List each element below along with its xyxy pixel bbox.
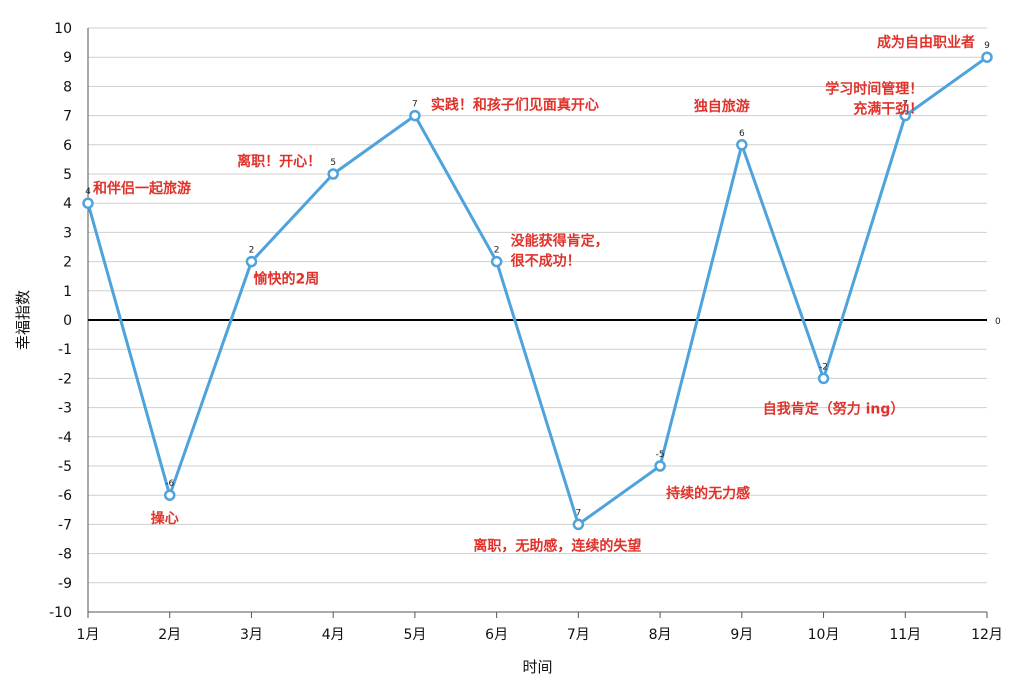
annotation: 离职！开心！ (237, 153, 321, 170)
data-label: 2 (494, 246, 500, 256)
y-tick-label: -1 (58, 342, 72, 358)
annotation-line: 学习时间管理！ (825, 81, 923, 98)
annotation-line: 成为自由职业者 (877, 34, 975, 51)
y-tick-label: 2 (63, 255, 72, 271)
annotation-line: 很不成功！ (511, 253, 581, 270)
y-tick-label: -2 (58, 371, 72, 387)
y-tick-label: 9 (63, 50, 72, 66)
y-tick-label: 10 (54, 21, 72, 37)
data-label: 4 (85, 187, 91, 197)
data-point (327, 168, 339, 180)
annotation-line: 自我肯定（努力 ing） (763, 400, 905, 417)
y-tick-label: -4 (58, 430, 72, 446)
data-label: -2 (819, 362, 828, 372)
data-point (163, 489, 176, 501)
data-label: 6 (739, 129, 745, 139)
annotation-line: 离职！开心！ (237, 153, 321, 170)
x-tick-label: 4月 (322, 627, 345, 643)
data-label: 5 (330, 158, 336, 168)
annotation: 学习时间管理！ 充满干劲！ (825, 81, 923, 118)
annotation: 独自旅游 (694, 98, 750, 115)
x-tick-label: 6月 (485, 627, 508, 643)
y-tick-label: -6 (58, 488, 72, 504)
y-tick-label: 4 (63, 196, 72, 212)
data-points (82, 51, 993, 531)
y-tick-label: -10 (49, 605, 72, 621)
data-point (245, 255, 258, 268)
x-axis-title: 时间 (522, 658, 552, 676)
data-label: -6 (165, 479, 174, 489)
x-tick-label: 5月 (403, 627, 426, 643)
data-label: 7 (902, 100, 908, 110)
data-point (572, 518, 585, 531)
data-point (981, 51, 993, 63)
data-point (490, 255, 503, 268)
data-label: -5 (656, 450, 665, 460)
y-tick-label: -3 (58, 401, 72, 417)
x-tick-label: 12月 (971, 627, 1003, 643)
annotation: 愉快的2周 (253, 271, 319, 288)
annotation-line: 操心 (151, 510, 179, 527)
annotation-line: 独自旅游 (694, 98, 750, 115)
x-tick-label: 2月 (158, 627, 181, 643)
x-tick-label: 9月 (730, 627, 753, 643)
y-tick-label: 8 (63, 79, 72, 95)
data-point (899, 109, 912, 122)
data-label: 7 (412, 100, 418, 110)
x-axis-ticks: 1月 2月 3月 4月 5月 6月 7月 8月 9月 10月 11月 12月 (77, 612, 1003, 643)
data-label: 2 (249, 246, 255, 256)
y-tick-label: -7 (58, 517, 72, 533)
y-tick-label: -5 (58, 459, 72, 475)
y-tick-label: 6 (63, 138, 72, 154)
x-tick-label: 1月 (77, 627, 100, 643)
annotation: 自我肯定（努力 ing） (763, 400, 905, 417)
annotation: 和伴侣一起旅游 (93, 180, 191, 197)
zero-line-label: 0 (995, 317, 1001, 327)
x-tick-label: 10月 (808, 627, 840, 643)
data-label: 9 (984, 41, 990, 51)
y-tick-label: 7 (63, 109, 72, 125)
y-axis-title: 幸福指数 (14, 290, 32, 350)
x-tick-label: 3月 (240, 627, 263, 643)
x-tick-label: 11月 (889, 627, 921, 643)
x-tick-label: 7月 (567, 627, 590, 643)
annotation: 离职，无助感，连续的失望 (473, 537, 641, 554)
data-point (817, 372, 830, 385)
data-label: 7 (575, 508, 581, 518)
y-tick-label: 1 (63, 284, 72, 300)
annotation-line: 持续的无力感 (666, 485, 750, 502)
annotation-line: 和伴侣一起旅游 (93, 180, 191, 197)
annotation: 持续的无力感 (666, 485, 750, 502)
y-tick-label: -9 (58, 576, 72, 592)
annotation-line: 实践！和孩子们见面真开心 (431, 97, 599, 114)
data-point (654, 460, 666, 472)
annotation: 成为自由职业者 (877, 34, 975, 51)
annotation: 没能获得肯定， 很不成功！ (511, 233, 609, 270)
data-point (82, 197, 94, 209)
series-line (86, 55, 988, 526)
y-tick-label: -8 (58, 547, 72, 563)
y-tick-label: 3 (63, 225, 72, 241)
y-tick-label: 5 (63, 167, 72, 183)
annotation: 操心 (151, 510, 179, 527)
annotation-line: 离职，无助感，连续的失望 (473, 537, 641, 554)
x-tick-label: 8月 (649, 627, 672, 643)
data-labels: 4 -6 2 5 7 2 7 -5 6 -2 7 9 (85, 41, 990, 518)
y-tick-label: 0 (63, 313, 72, 329)
data-point (736, 139, 748, 151)
annotation-line: 充满干劲！ (853, 101, 923, 118)
annotation: 实践！和孩子们见面真开心 (431, 97, 599, 114)
data-point (409, 109, 421, 122)
annotation-line: 没能获得肯定， (511, 233, 609, 250)
annotation-line: 愉快的2周 (253, 271, 319, 288)
